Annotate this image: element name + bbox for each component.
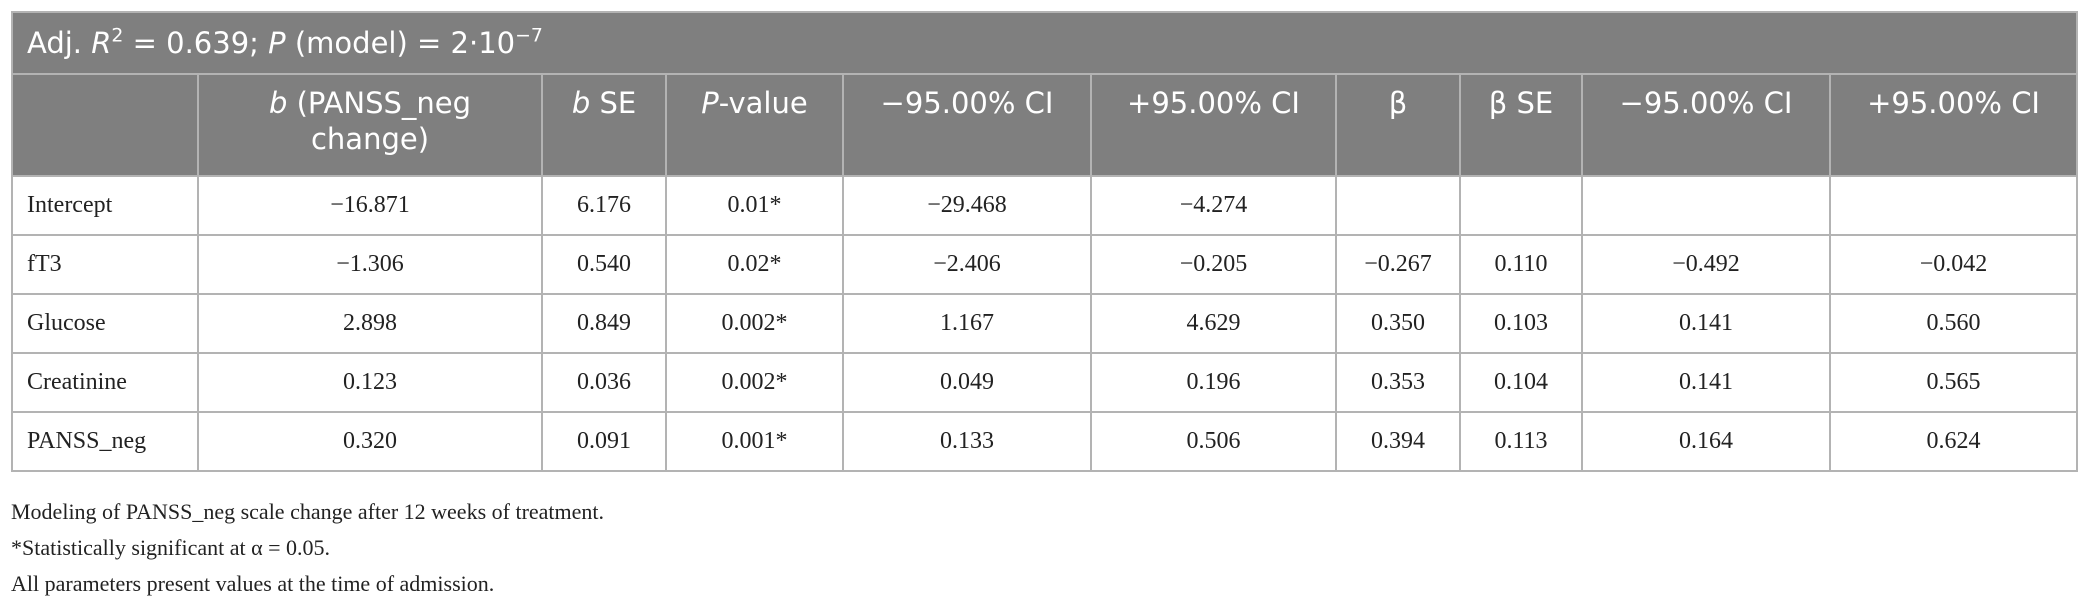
table-cell: 2.898 [197, 293, 543, 354]
table-cell: 6.176 [541, 175, 667, 236]
table-cell: 0.049 [842, 352, 1092, 413]
table-cell: 0.002* [665, 352, 844, 413]
header-cell: −95.00% CI [1581, 73, 1831, 177]
table-cell: −0.492 [1581, 234, 1831, 295]
table-cell: 0.103 [1459, 293, 1583, 354]
header-text: +95.00% CI [1127, 86, 1300, 120]
table-cell: 1.167 [842, 293, 1092, 354]
table-cell: 0.540 [541, 234, 667, 295]
table-row: fT3 −1.306 0.540 0.02* −2.406 −0.205 −0.267 0.1… [11, 234, 2079, 295]
table-cell: 0.560 [1828, 293, 2079, 354]
results-table: Adj. R2 = 0.639; P (model) = 2·10−7 b (P… [10, 11, 2079, 472]
header-text: b [571, 86, 591, 120]
table-cell: 0.091 [541, 411, 667, 472]
header-text: β SE [1488, 86, 1554, 120]
row-label: fT3 [11, 234, 199, 295]
header-row: b (PANSS_neg change) b SE P-value −95.00% C… [11, 73, 2079, 177]
table-wrap: Adj. R2 = 0.639; P (model) = 2·10−7 b (P… [10, 11, 2079, 472]
header-text: +95.00% CI [1867, 86, 2040, 120]
header-text: −95.00% CI [880, 86, 1054, 120]
title-text: R [91, 26, 112, 60]
notes: Modeling of PANSS_neg scale change after… [11, 494, 604, 602]
table-cell: 0.113 [1459, 411, 1583, 472]
table-cell: 4.629 [1090, 293, 1337, 354]
note: All parameters present values at the tim… [11, 571, 495, 596]
header-cell: β SE [1459, 73, 1583, 177]
table-cell: −4.274 [1090, 175, 1337, 236]
header-text: -value [718, 86, 808, 120]
title-text: −7 [515, 25, 543, 47]
header-cell: −95.00% CI [842, 73, 1092, 177]
table-cell: 0.624 [1828, 411, 2079, 472]
header-text: (PANSS_neg change) [287, 86, 472, 156]
row-label: PANSS_neg [11, 411, 199, 472]
table-cell: 0.123 [197, 352, 543, 413]
title-text: Adj. [27, 26, 92, 60]
header-cell [11, 73, 199, 177]
table-cell [1581, 175, 1831, 236]
table-cell: 0.506 [1090, 411, 1337, 472]
row-label: Intercept [11, 175, 199, 236]
note: *Statistically significant at α = 0.05. [11, 535, 331, 560]
table-cell: 0.001* [665, 411, 844, 472]
table-cell: −0.205 [1090, 234, 1337, 295]
table-cell: 0.104 [1459, 352, 1583, 413]
header-text: b [268, 86, 288, 120]
table-cell: −1.306 [197, 234, 543, 295]
title-text: P [268, 26, 286, 60]
table-cell: 0.036 [541, 352, 667, 413]
table-body: Intercept −16.871 6.176 0.01* −29.468 −4.274 f… [11, 175, 2079, 472]
table-cell: 0.350 [1335, 293, 1461, 354]
table-cell: −16.871 [197, 175, 543, 236]
table-cell: 0.565 [1828, 352, 2079, 413]
table-row: PANSS_neg 0.320 0.091 0.001* 0.133 0.506 0.394… [11, 411, 2079, 472]
header-text: β [1388, 86, 1408, 120]
header-text: −95.00% CI [1619, 86, 1793, 120]
title-text: (model) = 2·10 [285, 26, 516, 60]
table-row: Glucose 2.898 0.849 0.002* 1.167 4.629 0.350 0.… [11, 293, 2079, 354]
table-cell: 0.02* [665, 234, 844, 295]
table-cell [1459, 175, 1583, 236]
table-cell: 0.849 [541, 293, 667, 354]
table-cell: −29.468 [842, 175, 1092, 236]
table-title: Adj. R2 = 0.639; P (model) = 2·10−7 [10, 11, 2079, 75]
table-cell: 0.394 [1335, 411, 1461, 472]
table-cell: 0.141 [1581, 352, 1831, 413]
title-row: Adj. R2 = 0.639; P (model) = 2·10−7 [10, 11, 2079, 75]
table-cell [1335, 175, 1461, 236]
table-cell: −0.267 [1335, 234, 1461, 295]
table-cell: 0.002* [665, 293, 844, 354]
table-cell: 0.353 [1335, 352, 1461, 413]
header-cell: P-value [665, 73, 844, 177]
table-row: Creatinine 0.123 0.036 0.002* 0.049 0.196 0.35… [11, 352, 2079, 413]
table-cell: −2.406 [842, 234, 1092, 295]
table-cell: −0.042 [1828, 234, 2079, 295]
table-cell: 0.164 [1581, 411, 1831, 472]
header-cell: β [1335, 73, 1461, 177]
row-label: Creatinine [11, 352, 199, 413]
header-cell: +95.00% CI [1828, 73, 2079, 177]
table-cell: 0.196 [1090, 352, 1337, 413]
table-cell: 0.141 [1581, 293, 1831, 354]
header-text: P [701, 86, 719, 120]
table-cell: 0.110 [1459, 234, 1583, 295]
header-cell: b (PANSS_neg change) [197, 73, 543, 177]
table-cell: 0.01* [665, 175, 844, 236]
title-text: 2 [111, 25, 124, 47]
table-cell: 0.320 [197, 411, 543, 472]
header-text: SE [590, 86, 637, 120]
table-cell: 0.133 [842, 411, 1092, 472]
header-cell: b SE [541, 73, 667, 177]
title-text: = 0.639; [123, 26, 269, 60]
row-label: Glucose [11, 293, 199, 354]
header-cell: +95.00% CI [1090, 73, 1337, 177]
note: Modeling of PANSS_neg scale change after… [11, 499, 605, 524]
table-cell [1828, 175, 2079, 236]
table-row: Intercept −16.871 6.176 0.01* −29.468 −4.274 [11, 175, 2079, 236]
